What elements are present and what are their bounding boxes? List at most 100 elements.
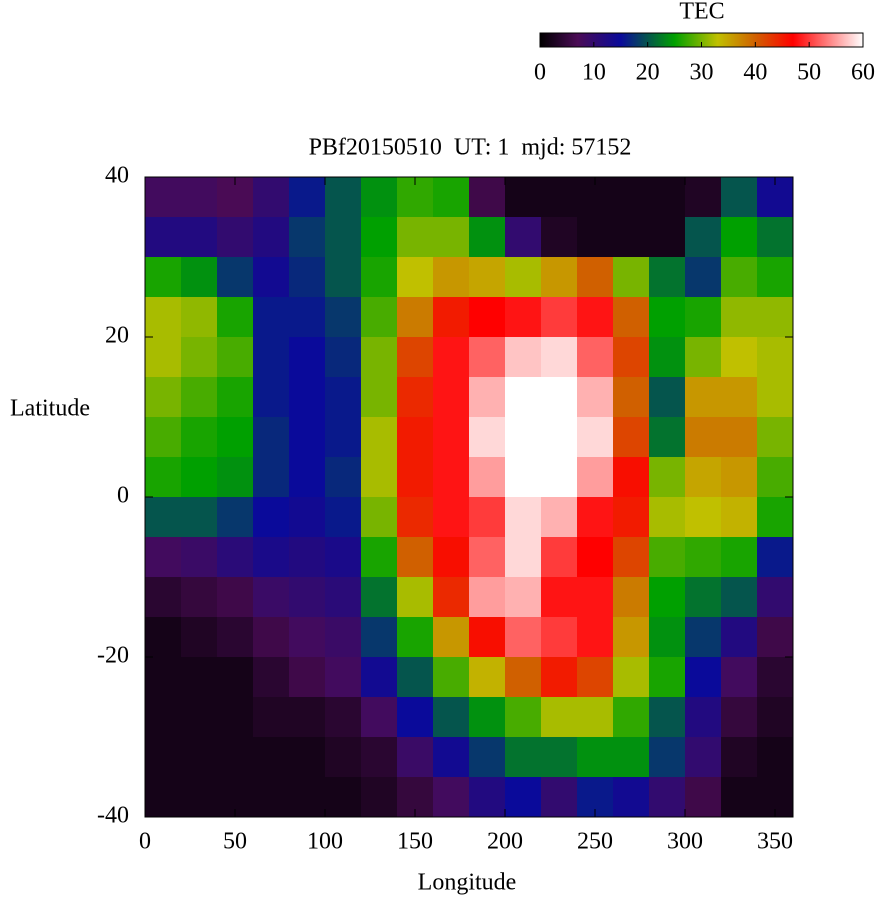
heatmap-cell [469,737,506,778]
x-tick-label: 200 [487,829,523,855]
heatmap-cell [181,177,218,218]
heatmap-cell [649,537,686,578]
heatmap-cell [613,457,650,498]
heatmap-cell [181,457,218,498]
heatmap-cell [181,257,218,298]
heatmap-cell [217,657,254,698]
heatmap-cell [541,777,578,818]
heatmap-cell [181,377,218,418]
heatmap-cell [145,377,182,418]
heatmap-cell [721,657,758,698]
heatmap-cell [613,617,650,658]
heatmap-cell [361,417,398,458]
heatmap-cell [181,657,218,698]
x-tick-label: 350 [757,829,793,855]
heatmap-cell [685,777,722,818]
heatmap-cell [397,257,434,298]
heatmap-cell [577,417,614,458]
heatmap-cell [505,177,542,218]
x-tick-label: 150 [397,829,433,855]
heatmap-cell [757,257,794,298]
heatmap-cell [397,497,434,538]
heatmap-cell [685,177,722,218]
heatmap-cell [757,377,794,418]
heatmap-cell [721,777,758,818]
heatmap-cell [757,297,794,338]
heatmap-cell [613,177,650,218]
heatmap-cell [397,617,434,658]
colorbar-label: TEC [679,0,724,25]
heatmap-cell [505,257,542,298]
heatmap-cell [469,177,506,218]
heatmap-cell [217,537,254,578]
heatmap-cell [397,537,434,578]
heatmap-cell [649,657,686,698]
heatmap-cell [685,577,722,618]
heatmap-cell [505,737,542,778]
heatmap-cell [361,577,398,618]
heatmap-cell [433,617,470,658]
colorbar-tick-label: 60 [851,60,875,86]
heatmap-cell [613,737,650,778]
heatmap-cell [325,697,362,738]
heatmap-cell [253,537,290,578]
heatmap-cell [649,697,686,738]
heatmap-cell [469,777,506,818]
heatmap-cell [325,257,362,298]
colorbar-tick-label: 40 [743,60,767,86]
heatmap-cell [253,377,290,418]
heatmap-cell [721,737,758,778]
heatmap-cell [181,737,218,778]
heatmap-cell [433,537,470,578]
heatmap-cell [145,657,182,698]
heatmap-cell [145,617,182,658]
colorbar-tick-label: 0 [534,60,546,86]
heatmap-cell [757,457,794,498]
heatmap-cell [649,417,686,458]
heatmap-cell [469,337,506,378]
heatmap-cell [469,497,506,538]
heatmap-cell [217,217,254,258]
heatmap-cell [433,657,470,698]
x-tick-label: 0 [139,829,151,855]
heatmap-cell [613,337,650,378]
heatmap-cell [541,697,578,738]
heatmap-cell [145,257,182,298]
heatmap-cell [721,457,758,498]
heatmap-cell [433,497,470,538]
heatmap-cell [433,737,470,778]
heatmap-cell [685,657,722,698]
heatmap-cell [541,417,578,458]
heatmap-cell [325,297,362,338]
heatmap-cell [469,457,506,498]
heatmap-cell [685,617,722,658]
heatmap-cell [289,577,326,618]
heatmap-cell [145,777,182,818]
heatmap-cell [613,257,650,298]
heatmap-cell [757,417,794,458]
heatmap-cell [361,617,398,658]
heatmap-cell [505,417,542,458]
heatmap-cell [289,417,326,458]
heatmap-cell [757,217,794,258]
heatmap-cell [685,537,722,578]
heatmap-cell [577,497,614,538]
heatmap-cell [325,377,362,418]
heatmap-cell [253,297,290,338]
heatmap-cell [217,377,254,418]
heatmap-cell [505,497,542,538]
heatmap-cell [289,537,326,578]
heatmap-cell [181,777,218,818]
heatmap-cell [217,417,254,458]
heatmap-cell [505,537,542,578]
heatmap-cell [325,217,362,258]
heatmap-cell [325,497,362,538]
heatmap-cell [145,337,182,378]
heatmap-cell [757,657,794,698]
heatmap-cell [289,177,326,218]
heatmap-cell [433,337,470,378]
heatmap-cell [685,377,722,418]
heatmap-cell [505,697,542,738]
heatmap-cell [217,337,254,378]
x-axis-label: Longitude [418,870,517,896]
